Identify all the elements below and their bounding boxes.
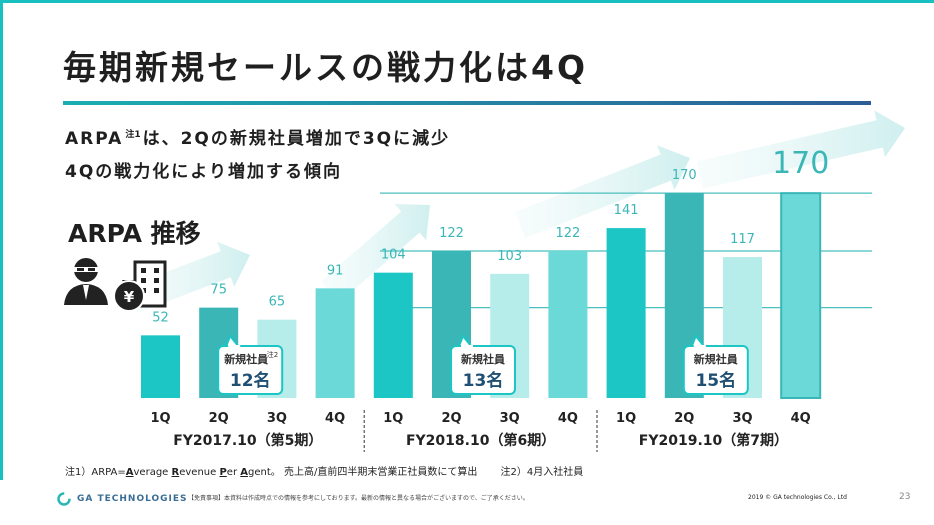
section-title: ARPA 推移 (68, 219, 201, 248)
title-underline (63, 101, 871, 105)
callout-box (450, 345, 516, 395)
bar-8 (548, 250, 588, 398)
growth-arrow-4 (696, 110, 905, 189)
x-tick-label-5: 1Q (383, 411, 403, 426)
callout-value: 15名 (695, 370, 736, 391)
group-label-2: FY2018.10（第6期） (406, 432, 555, 449)
top-frame-line (0, 0, 934, 3)
arpa-term: ARPA (65, 129, 124, 149)
group-label-3: FY2019.10（第7期） (639, 432, 788, 449)
callout-label: 新規社員 (224, 352, 268, 366)
value-label-8: 122 (555, 226, 580, 241)
value-label-7: 103 (497, 249, 522, 264)
subtitle-text-1: は、2Qの新規社員増加で3Qに減少 (142, 129, 451, 149)
bar-5 (373, 272, 413, 398)
callout-box (682, 345, 749, 395)
ga-logo-icon (57, 492, 71, 506)
x-tick-label-2: 2Q (209, 411, 229, 426)
callout-3: 新規社員 15名 (682, 334, 749, 395)
x-tick-labels: 1Q 2Q 3Q 4Q 1Q 2Q 3Q 4Q 1Q 2Q 3Q 4Q (150, 411, 810, 426)
x-tick-label-12: 4Q (791, 411, 811, 426)
x-tick-label-6: 2Q (441, 411, 461, 426)
callout-value: 12名 (230, 370, 271, 391)
fiscal-year-groups: FY2017.10（第5期） FY2018.10（第6期） FY2019.10（第7… (173, 410, 788, 452)
callout-gap (461, 345, 473, 348)
group-label-1: FY2017.10（第5期） (173, 432, 322, 449)
page-number: 23 (899, 492, 911, 502)
value-label-11: 117 (730, 232, 755, 247)
footnote: 注1）ARPA=Average Revenue Per Agent。 売上高/直… (65, 467, 584, 478)
bar-9 (606, 228, 646, 398)
x-tick-label-9: 1Q (616, 411, 636, 426)
x-tick-label-8: 4Q (558, 411, 578, 426)
person-icon (64, 258, 108, 305)
bar-12 (780, 192, 822, 399)
bar-1 (141, 335, 180, 398)
callout-2: 新規社員 13名 (450, 334, 516, 395)
x-tick-label-11: 3Q (732, 411, 752, 426)
subtitle-line-2: 4Qの戦力化により増加する傾向 (65, 162, 342, 182)
growth-arrow-3 (514, 145, 690, 238)
disclaimer: 【免責事項】本資料は作成時点での情報を参考にしております。最新の情報と異なる場合… (188, 495, 529, 502)
value-label-1: 52 (152, 310, 169, 325)
callout-gap (693, 345, 706, 348)
x-tick-label-7: 3Q (500, 411, 520, 426)
value-label-4: 91 (327, 263, 344, 278)
left-frame-line (0, 0, 3, 525)
growth-arrows (127, 110, 905, 314)
x-tick-label-1: 1Q (150, 411, 170, 426)
value-label-10: 170 (672, 168, 697, 183)
page-title: 毎期新規セールスの戦力化は4Q (63, 48, 589, 87)
value-labels: 52 75 65 91 104 122 103 122 141 170 117 170 (152, 146, 829, 325)
value-label-5: 104 (381, 248, 406, 263)
subtitle-line-1: ARPA 注1 は、2Qの新規社員増加で3Qに減少 (65, 124, 450, 149)
x-tick-label-10: 2Q (674, 411, 694, 426)
value-label-9: 141 (614, 203, 639, 218)
callout-value: 13名 (463, 370, 504, 391)
value-label-3: 65 (269, 295, 286, 310)
callout-note-marker: 注2 (267, 350, 278, 359)
illustration: ¥ (64, 258, 167, 312)
growth-arrow-2 (320, 204, 430, 303)
callout-box (217, 345, 284, 395)
footer-bar (0, 480, 934, 525)
bar-4 (315, 288, 355, 398)
value-label-highlight: 170 (772, 146, 829, 181)
company-logo: GA TECHNOLOGIES (57, 492, 188, 506)
callout-label: 新規社員 (461, 352, 505, 366)
x-tick-label-4: 4Q (325, 411, 345, 426)
value-label-6: 122 (439, 226, 464, 241)
callout-gap (228, 345, 241, 348)
x-tick-label-3: 3Q (267, 411, 287, 426)
money-bag-icon: ¥ (113, 280, 145, 312)
svg-text:¥: ¥ (124, 288, 135, 306)
callout-label: 新規社員 (694, 352, 738, 366)
logo-text: GA TECHNOLOGIES (77, 494, 188, 504)
copyright: 2019 © GA technologies Co., Ltd (748, 494, 847, 501)
value-label-2: 75 (210, 283, 227, 298)
note-1-marker: 注1 (125, 130, 141, 141)
